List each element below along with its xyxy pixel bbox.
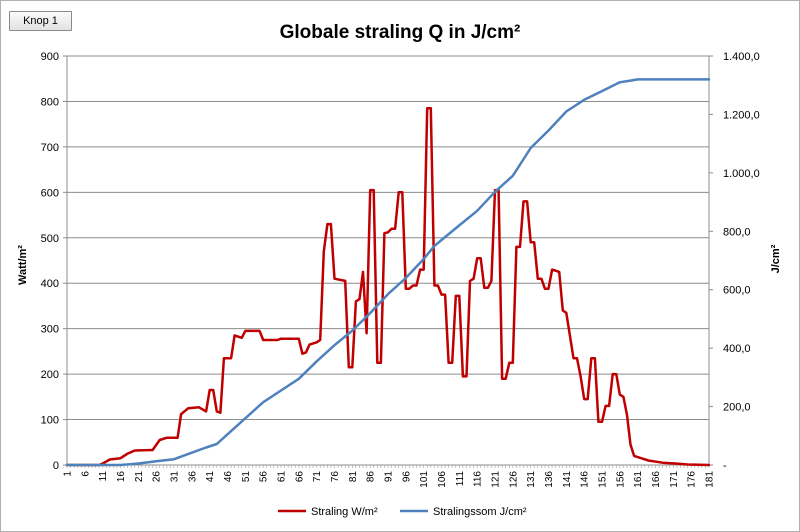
series-stralingssom-line bbox=[65, 78, 711, 467]
series-straling-line bbox=[65, 107, 711, 467]
x-tick-label: 111 bbox=[455, 471, 466, 487]
y-tick-label: 700 bbox=[41, 142, 59, 154]
x-tick-label: 41 bbox=[205, 471, 216, 483]
y2-tick-label: 1.000,0 bbox=[723, 168, 760, 180]
y-tick-label: 200 bbox=[41, 369, 59, 381]
y2-tick-label: 1.200,0 bbox=[723, 109, 760, 121]
y-tick-label: 900 bbox=[41, 51, 59, 63]
legend: Straling W/m² Stralingssom J/cm² bbox=[278, 506, 527, 518]
x-tick-label: 26 bbox=[152, 471, 163, 483]
y-tick-label: 300 bbox=[41, 324, 59, 336]
series-group bbox=[65, 78, 711, 467]
legend-label-straling: Straling W/m² bbox=[311, 506, 378, 518]
y2-tick-label: 200,0 bbox=[723, 402, 751, 414]
x-tick-label: 71 bbox=[312, 471, 323, 483]
x-tick-label: 171 bbox=[669, 471, 680, 488]
x-tick-label: 156 bbox=[615, 471, 626, 488]
y-tick-label: 800 bbox=[41, 96, 59, 108]
x-tick-label: 51 bbox=[241, 471, 252, 483]
x-tick-label: 1 bbox=[63, 471, 74, 477]
x-tick-label: 6 bbox=[80, 471, 91, 477]
y2-tick-label: 600,0 bbox=[723, 285, 751, 297]
x-tick-label: 36 bbox=[187, 471, 198, 483]
y-axis-ticks: 0 100 200 300 400 500 600 700 800 900 bbox=[41, 51, 59, 472]
y-tick-label: 100 bbox=[41, 415, 59, 427]
x-tick-label: 56 bbox=[259, 471, 270, 483]
x-tick-label: 31 bbox=[170, 471, 181, 483]
x-tick-label: 11 bbox=[98, 471, 109, 482]
x-tick-label: 21 bbox=[134, 471, 145, 483]
x-tick-label: 151 bbox=[598, 471, 609, 488]
x-tick-label: 66 bbox=[294, 471, 305, 483]
x-tick-label: 116 bbox=[473, 471, 484, 487]
y-tick-label: 600 bbox=[41, 187, 59, 199]
x-axis-ticks: 1 6 11 16 21 26 31 36 41 46 51 56 61 66 71 76 81 86 91 96 10… bbox=[63, 471, 716, 488]
y2-axis-label: J/cm² bbox=[770, 244, 782, 273]
y2-tick-label: - bbox=[723, 460, 727, 472]
x-tick-label: 166 bbox=[651, 471, 662, 488]
grid bbox=[67, 55, 709, 421]
x-tick-label: 176 bbox=[687, 471, 698, 488]
x-tick-label: 146 bbox=[580, 471, 591, 488]
x-tick-label: 126 bbox=[508, 471, 519, 488]
y2-tick-label: 1.400,0 bbox=[723, 51, 760, 63]
x-tick-label: 131 bbox=[526, 471, 537, 488]
y-tick-label: 500 bbox=[41, 233, 59, 245]
x-tick-label: 76 bbox=[330, 471, 341, 483]
x-tick-label: 161 bbox=[633, 471, 644, 488]
y2-tick-label: 400,0 bbox=[723, 343, 751, 355]
x-tick-label: 81 bbox=[348, 471, 359, 483]
y2-tick-label: 800,0 bbox=[723, 226, 751, 238]
x-tick-label: 121 bbox=[491, 471, 502, 488]
axes bbox=[63, 55, 713, 468]
x-tick-label: 46 bbox=[223, 471, 234, 483]
x-tick-label: 101 bbox=[419, 471, 430, 488]
x-tick-label: 61 bbox=[277, 471, 288, 483]
y-tick-label: 0 bbox=[53, 460, 59, 472]
x-tick-label: 181 bbox=[705, 471, 716, 488]
x-tick-label: 141 bbox=[562, 471, 573, 488]
x-tick-label: 96 bbox=[401, 471, 412, 483]
x-tick-label: 106 bbox=[437, 471, 448, 488]
x-tick-label: 91 bbox=[384, 471, 395, 483]
x-tick-label: 16 bbox=[116, 471, 127, 483]
y2-axis-ticks: - 200,0 400,0 600,0 800,0 1.000,0 1.200,0 1.400… bbox=[723, 51, 760, 472]
legend-label-stralingssom: Stralingssom J/cm² bbox=[433, 506, 527, 518]
knop-1-button[interactable]: Knop 1 bbox=[9, 11, 72, 31]
y-axis-label: Watt/m² bbox=[17, 245, 29, 285]
x-tick-label: 136 bbox=[544, 471, 555, 488]
chart-title: Globale straling Q in J/cm² bbox=[280, 22, 521, 43]
y-tick-label: 400 bbox=[41, 278, 59, 290]
x-tick-label: 86 bbox=[366, 471, 377, 483]
